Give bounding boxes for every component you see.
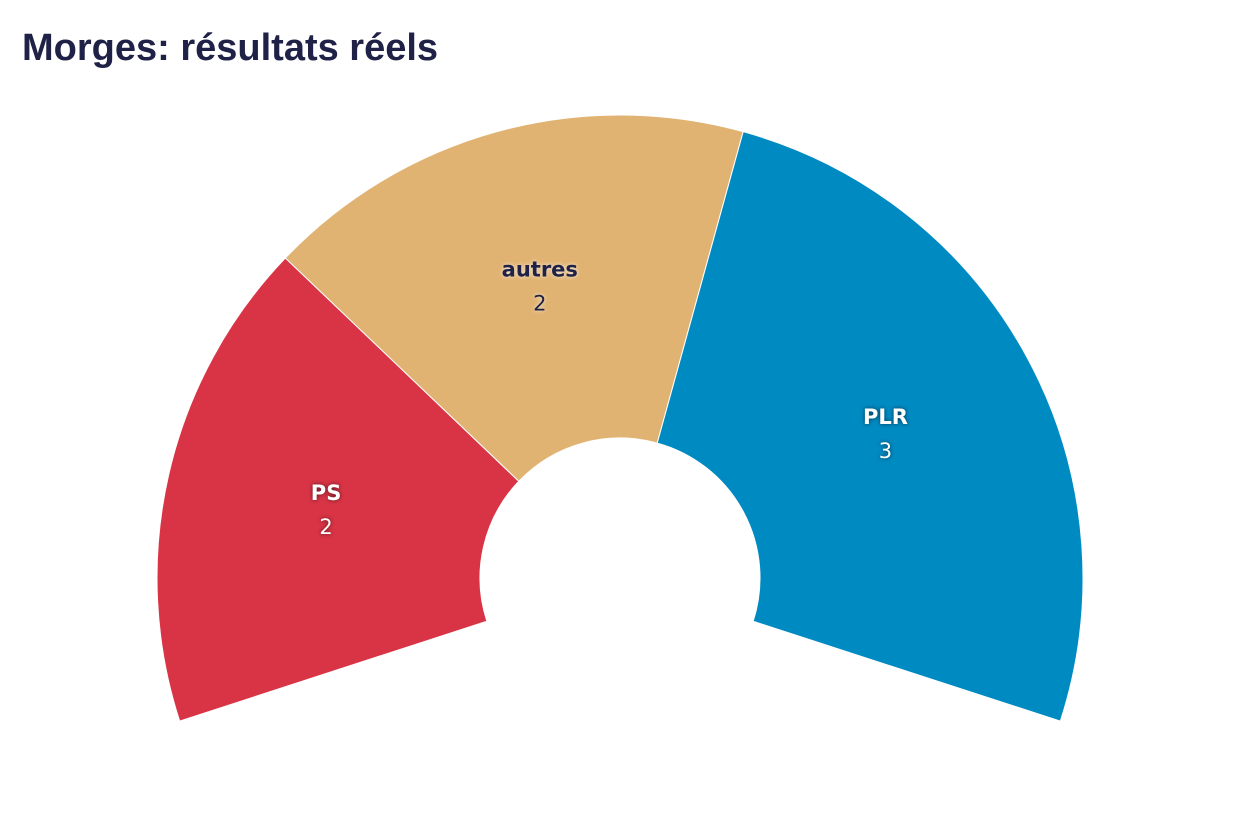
wedge-label: PS xyxy=(311,481,342,505)
chart-title: Morges: résultats réels xyxy=(22,27,438,69)
wedge-label: PLR xyxy=(863,405,908,429)
wedges xyxy=(156,114,1084,722)
wedge-value: 3 xyxy=(879,439,892,463)
wedge-value: 2 xyxy=(319,515,332,539)
wedge-label: autres xyxy=(502,257,578,281)
wedge xyxy=(656,131,1084,722)
wedge xyxy=(156,257,520,722)
labels: PS 2 autres 2 PLR 3 xyxy=(311,257,908,539)
wedge xyxy=(284,114,744,482)
wedge-value: 2 xyxy=(533,291,546,315)
